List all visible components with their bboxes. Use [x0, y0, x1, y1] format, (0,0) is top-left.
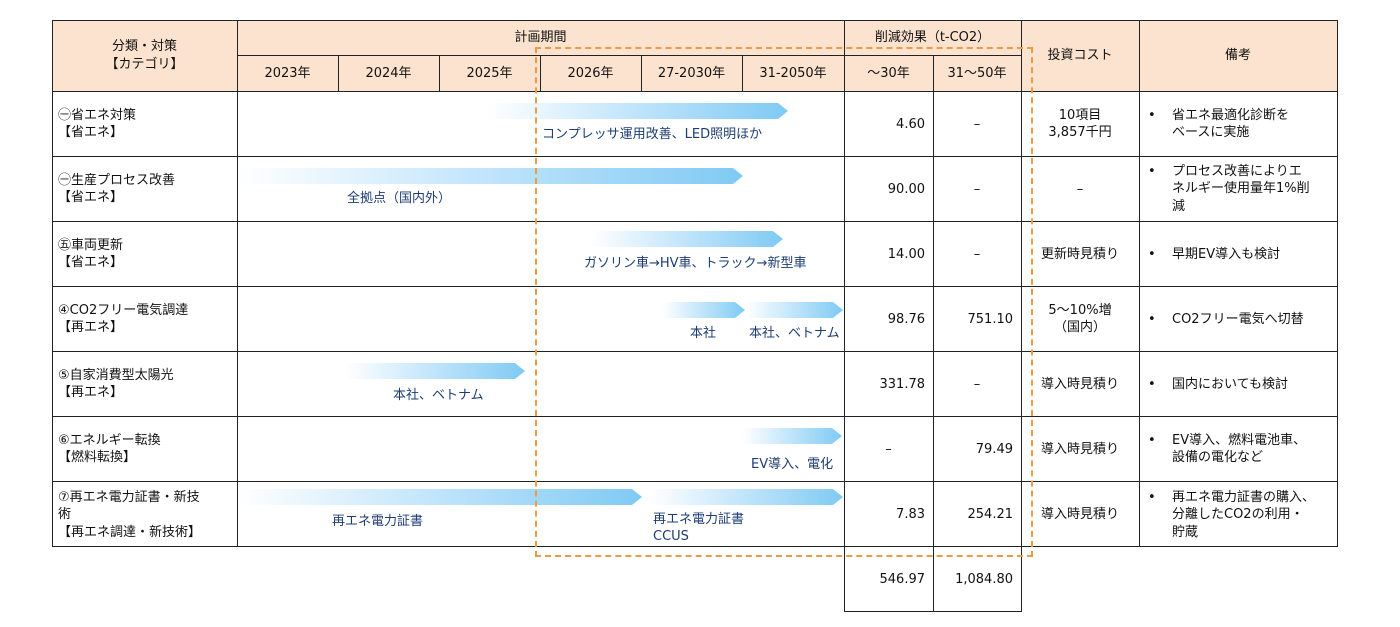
- row-name: ④CO2フリー電気調達: [58, 303, 189, 318]
- bar-label: 本社: [690, 326, 717, 341]
- header-notes: 備考: [1224, 48, 1251, 63]
- row-category: 【再エネ】: [58, 320, 124, 335]
- effect-50: 751.10: [967, 312, 1014, 327]
- note-line: 分離したCO2の利用・: [1172, 507, 1304, 522]
- row-category: 【燃料転換】: [58, 450, 137, 465]
- header-year: 2023年: [264, 66, 311, 81]
- header-period: 計画期間: [514, 30, 567, 45]
- row-category: 【再エネ調達・新技術】: [58, 525, 202, 540]
- header-effect-50: 31〜50年: [947, 66, 1007, 81]
- timeline-bar: [746, 302, 843, 318]
- effect-50: –: [973, 247, 981, 262]
- cost: 更新時見積り: [1040, 247, 1119, 262]
- cost: 3,857千円: [1048, 125, 1112, 140]
- header-effect-30: 〜30年: [867, 66, 910, 81]
- note-line: ネルギー使用量年1%削: [1172, 181, 1310, 196]
- note-line: プロセス改善によりエ: [1172, 164, 1302, 179]
- timeline-bar: [345, 363, 525, 379]
- bullet: •: [1148, 164, 1156, 179]
- header-year: 2024年: [365, 66, 412, 81]
- note-line: EV導入、燃料電池車、: [1172, 433, 1307, 448]
- timeline-bar: [590, 231, 783, 247]
- effect-30: 98.76: [887, 312, 925, 327]
- header-year: 2026年: [567, 66, 614, 81]
- note-line: 設備の電化など: [1172, 450, 1264, 465]
- cost: 導入時見積り: [1040, 507, 1119, 522]
- row-category: 【再エネ】: [58, 385, 124, 400]
- row-name: ⑤自家消費型太陽光: [58, 368, 174, 383]
- cost: 導入時見積り: [1040, 442, 1119, 457]
- header-year: 2025年: [466, 66, 513, 81]
- bullet: •: [1148, 377, 1156, 392]
- dashed-highlight-box: [535, 47, 1033, 557]
- effect-50: –: [973, 117, 981, 132]
- bar-label: コンプレッサ運用改善、LED照明ほか: [542, 127, 763, 142]
- row-name: ㊀生産プロセス改善: [58, 173, 176, 188]
- header-category: 分類・対策: [111, 39, 177, 54]
- timeline-bar: [238, 168, 743, 184]
- row-name: ㊄車両更新: [58, 238, 124, 253]
- bar-label: EV導入、電化: [751, 457, 834, 472]
- row-name-cont: 術: [58, 507, 72, 522]
- effect-30: 4.60: [896, 117, 925, 132]
- bar-label: 再エネ電力証書: [332, 514, 424, 529]
- note-line: 減: [1172, 199, 1186, 214]
- header-cost: 投資コスト: [1047, 48, 1113, 63]
- header-year: 31-2050年: [759, 66, 827, 81]
- bar-label: 全拠点（国内外）: [347, 191, 452, 206]
- note-line: 国内においても検討: [1172, 377, 1288, 392]
- row-category: 【省エネ】: [58, 255, 124, 270]
- bullet: •: [1148, 108, 1156, 123]
- row-name: ⑦再エネ電力証書・新技: [58, 490, 200, 505]
- note-line: 貯蔵: [1172, 525, 1199, 540]
- effect-50: 254.21: [967, 507, 1014, 522]
- effect-50: 79.49: [975, 442, 1013, 457]
- bar-label: CCUS: [653, 529, 689, 544]
- effect-50: –: [973, 377, 981, 392]
- note-line: ベースに実施: [1172, 125, 1250, 140]
- bullet: •: [1148, 312, 1156, 327]
- timeline-bar: [742, 428, 842, 444]
- effect-30: –: [885, 442, 892, 457]
- bar-label: 本社、ベトナム: [393, 388, 484, 403]
- row-category: 【省エネ】: [58, 190, 124, 205]
- cost: 導入時見積り: [1040, 377, 1119, 392]
- header-effect: 削減効果（t-CO2）: [874, 30, 991, 45]
- effect-30: 14.00: [887, 247, 925, 262]
- effect-30: 7.83: [896, 507, 925, 522]
- timeline-bar: [662, 302, 745, 318]
- bullet: •: [1148, 433, 1156, 448]
- bar-label: 再エネ電力証書: [653, 512, 745, 527]
- row-name: ㊀省エネ対策: [58, 108, 137, 123]
- note-line: 再エネ電力証書の購入、: [1172, 490, 1316, 505]
- total-50: 1,084.80: [955, 572, 1013, 587]
- cost: –: [1076, 182, 1084, 197]
- bar-label: ガソリン車→HV車、トラック→新型車: [584, 256, 807, 271]
- bar-label: 本社、ベトナム: [749, 326, 840, 341]
- total-30: 546.97: [879, 572, 926, 587]
- bullet: •: [1148, 247, 1156, 262]
- effect-50: –: [973, 182, 981, 197]
- header-year: 27-2030年: [657, 66, 726, 81]
- timeline-bar: [486, 103, 788, 119]
- row-name: ⑥エネルギー転換: [58, 433, 161, 448]
- header-category-sub: 【カテゴリ】: [105, 57, 184, 72]
- cost: （国内）: [1053, 320, 1106, 335]
- timeline-bar: [238, 489, 642, 505]
- cost: 10項目: [1058, 108, 1102, 123]
- cost: 5〜10%増: [1048, 303, 1112, 318]
- effect-30: 331.78: [879, 377, 926, 392]
- timeline-bar: [650, 489, 843, 505]
- note-line: 早期EV導入も検討: [1172, 247, 1281, 262]
- bullet: •: [1148, 490, 1156, 505]
- note-line: CO2フリー電気へ切替: [1172, 312, 1304, 327]
- note-line: 省エネ最適化診断を: [1172, 108, 1290, 123]
- effect-30: 90.00: [887, 182, 925, 197]
- row-category: 【省エネ】: [58, 125, 124, 140]
